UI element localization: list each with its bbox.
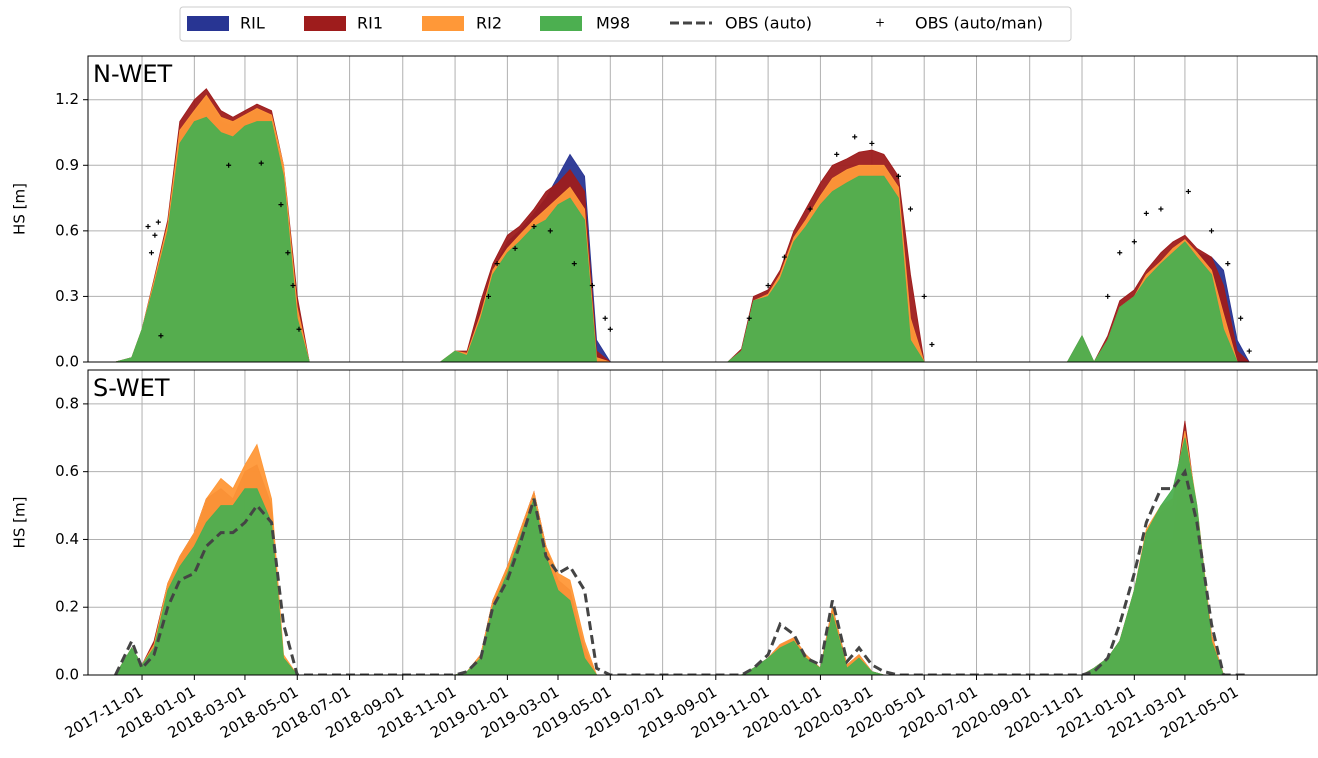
- panel-title: S-WET: [93, 374, 170, 402]
- legend-swatch: +: [875, 16, 885, 30]
- obs-point: [486, 293, 492, 299]
- obs-point: [531, 223, 537, 229]
- y-tick-label: 0.0: [55, 666, 79, 684]
- obs-point: [834, 151, 840, 157]
- obs-point: [929, 342, 935, 348]
- y-tick-label: 0.0: [55, 353, 79, 371]
- obs-point: [807, 206, 813, 212]
- legend-label: RI1: [357, 14, 383, 33]
- area: [114, 430, 1250, 675]
- obs-point: [571, 261, 577, 267]
- obs-point: [1246, 348, 1252, 354]
- obs-point: [145, 223, 151, 229]
- obs-point: [547, 228, 553, 234]
- obs-point: [1117, 250, 1123, 256]
- obs-point: [1105, 293, 1111, 299]
- y-tick-label: 0.6: [55, 462, 79, 480]
- legend: RIL RI1 RI2 M98 OBS (auto) + OBS (auto/m…: [179, 6, 1072, 42]
- obs-point: [1209, 228, 1215, 234]
- legend-label: M98: [596, 14, 630, 33]
- obs-point: [765, 283, 771, 288]
- plot-frame: [87, 55, 1318, 363]
- plot-area: [114, 420, 1250, 675]
- obs-point: [781, 254, 787, 260]
- plot-frame: [87, 369, 1318, 676]
- line: [114, 468, 1250, 675]
- obs-point: [602, 315, 608, 321]
- obs-point: [155, 219, 161, 225]
- obs-point: [1143, 210, 1149, 216]
- legend-swatch: [304, 16, 346, 31]
- obs-point: [921, 293, 927, 299]
- y-tick-label: 1.2: [55, 90, 79, 108]
- obs-point: [607, 326, 613, 332]
- obs-point: [278, 202, 284, 208]
- y-tick-label: 0.8: [55, 394, 79, 412]
- obs-point: [152, 232, 158, 238]
- obs-point: [285, 250, 291, 256]
- y-tick-label: 0.9: [55, 156, 79, 174]
- obs-point: [158, 333, 164, 339]
- area: [114, 437, 1250, 675]
- legend-label: RI2: [476, 14, 502, 33]
- obs-point: [226, 162, 232, 168]
- legend-swatch: [187, 16, 229, 31]
- y-axis-label: HS [m]: [11, 497, 29, 549]
- obs-point: [1185, 189, 1191, 195]
- obs-point: [512, 245, 518, 251]
- legend-swatch: [422, 16, 464, 31]
- obs-point: [895, 173, 901, 179]
- legend-label: OBS (auto/man): [915, 14, 1043, 33]
- obs-point: [258, 160, 264, 166]
- obs-point: [1131, 239, 1137, 245]
- obs-point: [746, 315, 752, 321]
- y-tick-label: 0.6: [55, 221, 79, 239]
- legend-label: OBS (auto): [725, 14, 812, 33]
- legend-swatch: [540, 16, 582, 31]
- obs-point: [852, 134, 858, 140]
- y-tick-label: 0.4: [55, 530, 79, 548]
- obs-point: [290, 283, 296, 288]
- legend-box: [179, 6, 1072, 42]
- area: [114, 420, 1250, 675]
- plot-area: [115, 88, 1252, 362]
- legend-label: RIL: [240, 14, 265, 33]
- obs-point: [296, 326, 302, 332]
- area: [115, 116, 1250, 362]
- y-axis-label: HS [m]: [11, 183, 29, 235]
- y-tick-label: 0.2: [55, 598, 79, 616]
- obs-point: [494, 261, 500, 267]
- y-tick-label: 0.3: [55, 287, 79, 305]
- obs-point: [148, 250, 154, 256]
- area: [114, 437, 1250, 675]
- obs-point: [1238, 315, 1244, 321]
- obs-point: [589, 283, 595, 288]
- obs-point: [1158, 206, 1164, 212]
- obs-point: [869, 140, 875, 146]
- panel-title: N-WET: [93, 60, 173, 88]
- obs-point: [907, 206, 913, 212]
- obs-point: [1225, 261, 1231, 267]
